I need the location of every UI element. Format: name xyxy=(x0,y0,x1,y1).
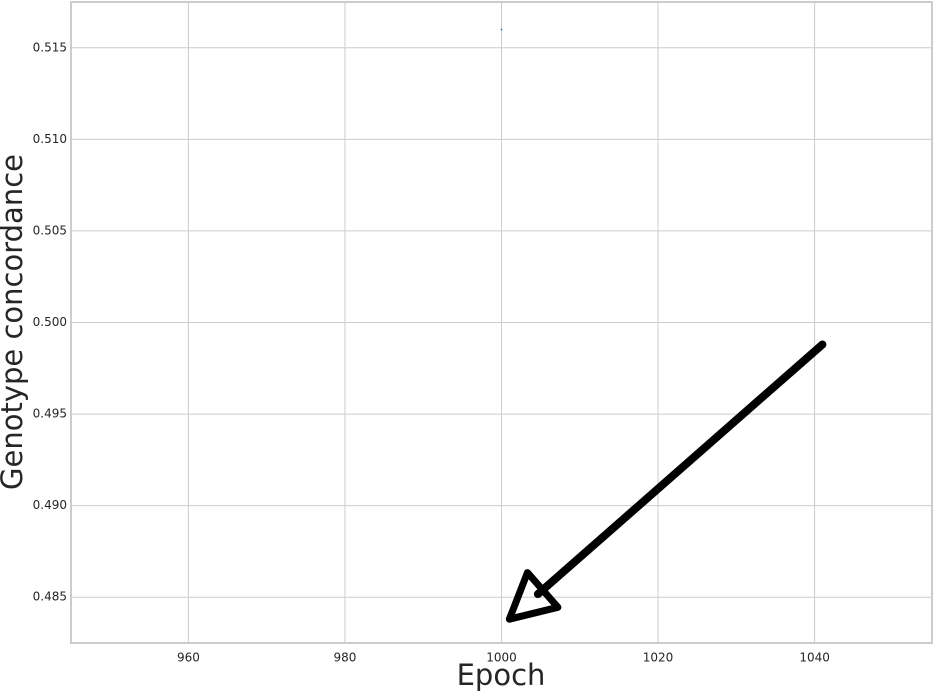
y-tick-label: 0.505 xyxy=(33,223,67,237)
x-tick-label: 960 xyxy=(177,651,200,665)
y-tick-label: 0.500 xyxy=(33,315,67,329)
y-tick-label: 0.490 xyxy=(33,498,67,512)
x-axis-label: Epoch xyxy=(457,658,546,692)
y-tick-label: 0.485 xyxy=(33,590,67,604)
x-tick-label: 1020 xyxy=(643,651,674,665)
y-axis-label: Genotype concordance xyxy=(0,154,29,490)
y-tick-label: 0.510 xyxy=(33,132,67,146)
x-tick-label: 1000 xyxy=(486,651,517,665)
y-tick-label: 0.515 xyxy=(33,40,67,54)
data-point xyxy=(500,28,503,31)
data-marks xyxy=(500,28,503,31)
y-tick-label: 0.495 xyxy=(33,407,67,421)
x-tick-label: 980 xyxy=(334,651,357,665)
arrow-head xyxy=(505,569,562,623)
grid xyxy=(71,2,932,643)
x-tick-labels: 960 980 1000 1020 1040 xyxy=(177,651,830,665)
arrow-annotation xyxy=(505,340,827,623)
arrow-shaft xyxy=(533,340,827,599)
x-tick-label: 1040 xyxy=(799,651,830,665)
y-tick-labels: 0.485 0.490 0.495 0.500 0.505 0.510 0.515 xyxy=(33,40,67,603)
